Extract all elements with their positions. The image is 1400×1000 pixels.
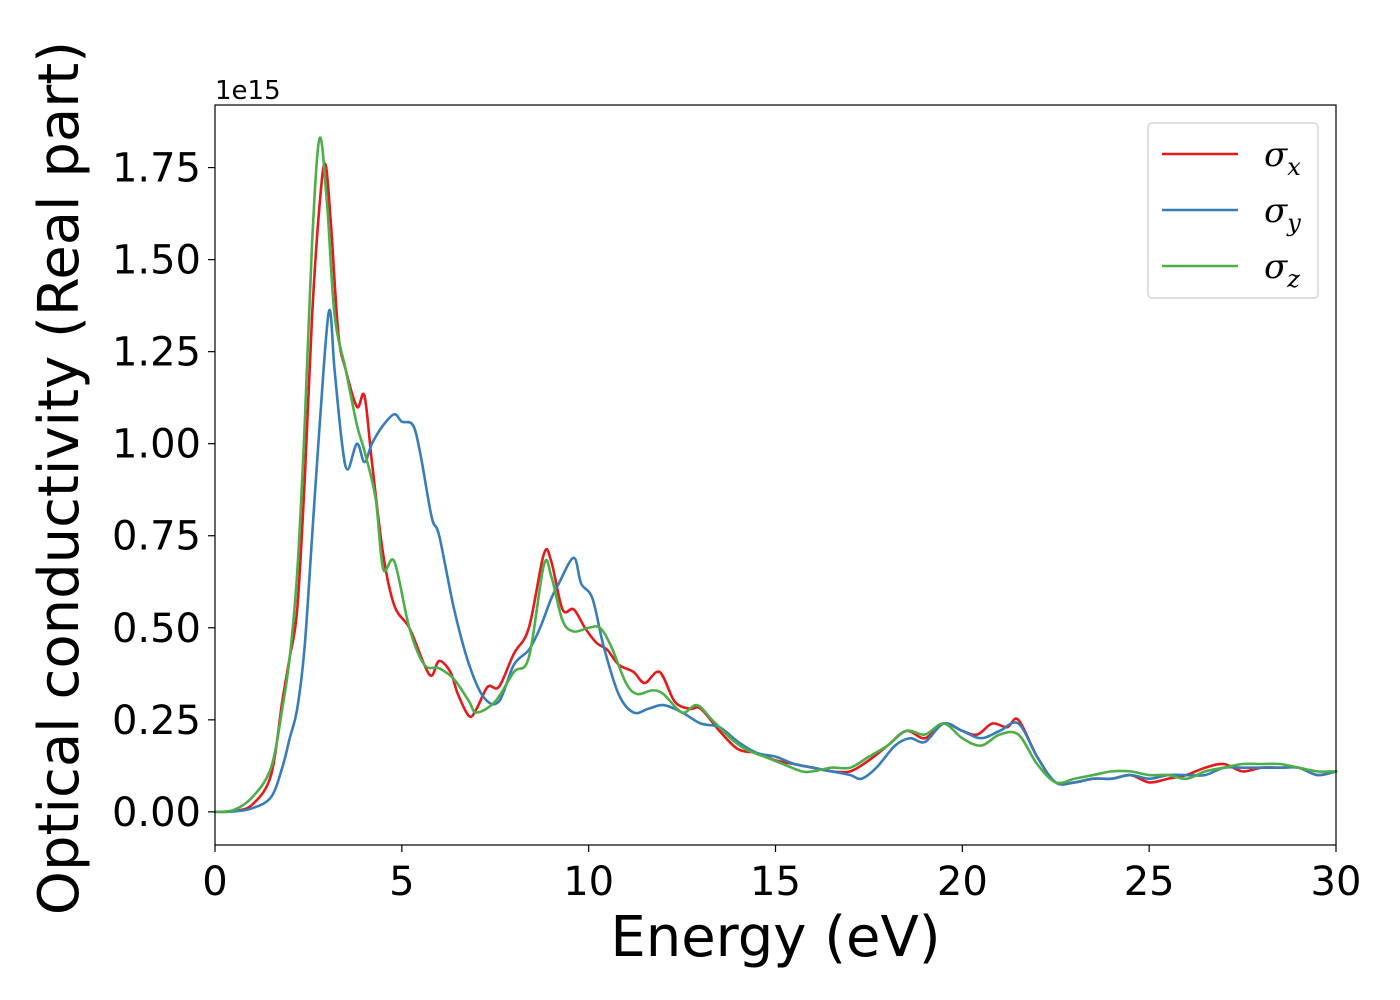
legend-entry-y: σy bbox=[1264, 191, 1301, 237]
x-tick-label: 25 bbox=[1124, 859, 1175, 905]
x-tick-label: 10 bbox=[563, 859, 614, 905]
x-tick-label: 0 bbox=[202, 859, 227, 905]
series-line-y bbox=[213, 308, 1338, 814]
legend-entry-subscript: x bbox=[1287, 153, 1301, 181]
y-axis-offset-text: 1e15 bbox=[215, 76, 281, 106]
legend-entry-symbol: σ bbox=[1264, 247, 1288, 287]
y-tick-label: 1.75 bbox=[112, 146, 201, 192]
series-line-z bbox=[213, 136, 1338, 814]
y-tick-label: 0.75 bbox=[112, 514, 201, 560]
x-axis-label: Energy (eV) bbox=[610, 905, 940, 970]
legend-entry-z: σz bbox=[1264, 247, 1300, 293]
x-tick-label: 30 bbox=[1311, 859, 1362, 905]
x-tick-label: 15 bbox=[750, 859, 801, 905]
x-tick-label: 20 bbox=[937, 859, 988, 905]
y-axis-label: Optical conductivity (Real part) bbox=[27, 41, 92, 915]
x-tick-label: 5 bbox=[389, 859, 414, 905]
legend-entry-subscript: z bbox=[1286, 265, 1300, 293]
y-tick-label: 0.50 bbox=[112, 606, 201, 652]
y-tick-label: 1.50 bbox=[112, 238, 201, 284]
y-tick-label: 0.25 bbox=[112, 698, 201, 744]
legend-entry-x: σx bbox=[1264, 135, 1301, 181]
legend-entry-symbol: σ bbox=[1264, 135, 1288, 175]
y-tick-label: 0.00 bbox=[112, 790, 201, 836]
y-tick-label: 1.25 bbox=[112, 330, 201, 376]
legend-entry-subscript: y bbox=[1286, 209, 1301, 237]
y-axis: 0.00 0.25 0.50 0.75 1.00 1.25 1.50 1.75 bbox=[112, 146, 215, 836]
series-layer bbox=[213, 136, 1338, 814]
legend-entry-symbol: σ bbox=[1264, 191, 1288, 231]
y-tick-label: 1.00 bbox=[112, 422, 201, 468]
x-axis: 0 5 10 15 20 25 30 bbox=[202, 845, 1361, 905]
